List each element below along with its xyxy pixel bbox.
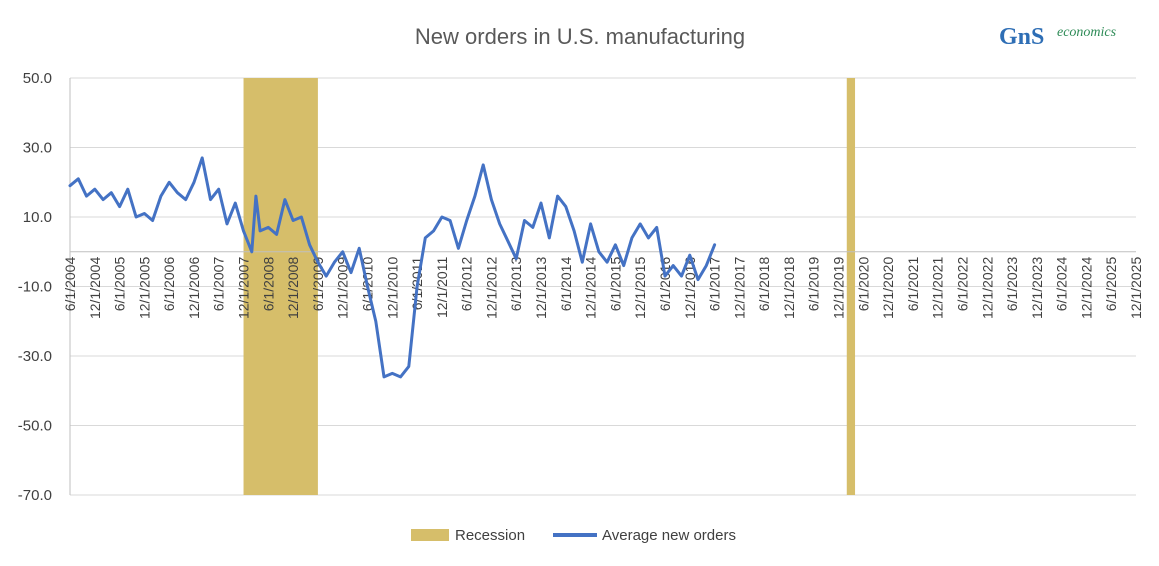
x-tick-label: 6/1/2007 — [211, 257, 227, 312]
x-tick-label: 6/1/2025 — [1103, 257, 1119, 312]
legend-label-average-new-orders: Average new orders — [602, 527, 736, 544]
series-line-average-new-orders — [68, 156, 717, 379]
x-tick-label: 12/1/2006 — [186, 257, 202, 319]
legend-label-recession: Recession — [455, 527, 525, 544]
legend-swatch-recession — [411, 529, 449, 541]
x-tick-label: 12/1/2016 — [682, 257, 698, 319]
x-tick-label: 12/1/2011 — [434, 257, 450, 318]
x-tick-label: 12/1/2012 — [483, 257, 499, 319]
y-tick-label: 30.0 — [23, 140, 52, 157]
x-tick-label: 6/1/2020 — [855, 257, 871, 312]
y-tick-label: -70.0 — [18, 487, 52, 504]
y-tick-label: 50.0 — [23, 70, 52, 87]
gs-economics-logo: GnS economics — [999, 24, 1117, 50]
x-axis-ticks: 6/1/2004 12/1/2004 6/1/2005 12/1/2005 6/1/20… — [62, 257, 1144, 320]
logo-text: economics — [1057, 25, 1117, 40]
chart-title: New orders in U.S. manufacturing — [415, 24, 745, 49]
y-tick-label: -50.0 — [18, 418, 52, 435]
x-tick-label: 12/1/2022 — [979, 257, 995, 319]
x-tick-label: 6/1/2008 — [260, 257, 276, 312]
x-tick-label: 12/1/2024 — [1078, 257, 1094, 319]
x-tick-label: 6/1/2012 — [459, 257, 475, 312]
x-tick-label: 12/1/2019 — [831, 257, 847, 319]
x-tick-label: 12/1/2021 — [930, 257, 946, 319]
y-tick-label: -30.0 — [18, 348, 52, 365]
x-tick-label: 6/1/2019 — [806, 257, 822, 312]
x-tick-label: 12/1/2014 — [583, 257, 599, 319]
series-lines — [68, 156, 717, 379]
x-tick-label: 6/1/2004 — [62, 257, 78, 312]
x-tick-label: 6/1/2016 — [657, 257, 673, 312]
x-tick-label: 6/1/2005 — [112, 257, 128, 312]
x-tick-label: 12/1/2013 — [533, 257, 549, 319]
x-tick-label: 6/1/2021 — [905, 257, 921, 312]
legend: Recession Average new orders — [411, 527, 736, 544]
x-tick-label: 12/1/2009 — [335, 257, 351, 319]
x-tick-label: 6/1/2014 — [558, 257, 574, 312]
x-tick-label: 6/1/2024 — [1054, 257, 1070, 312]
x-tick-label: 6/1/2022 — [954, 257, 970, 312]
x-tick-label: 12/1/2010 — [384, 257, 400, 319]
x-tick-label: 12/1/2018 — [781, 257, 797, 319]
logo-letters: GnS — [999, 24, 1044, 50]
x-tick-label: 12/1/2017 — [731, 257, 747, 319]
x-tick-label: 6/1/2006 — [161, 257, 177, 312]
x-tick-label: 12/1/2007 — [236, 257, 252, 319]
recession-band-0 — [243, 78, 318, 495]
x-tick-label: 6/1/2023 — [1004, 257, 1020, 312]
recession-bands — [243, 78, 856, 495]
x-tick-label: 12/1/2008 — [285, 257, 301, 319]
y-tick-label: -10.0 — [18, 279, 52, 296]
x-tick-label: 6/1/2018 — [756, 257, 772, 312]
y-tick-label: 10.0 — [23, 209, 52, 226]
x-tick-label: 12/1/2023 — [1029, 257, 1045, 319]
x-tick-label: 6/1/2015 — [607, 257, 623, 312]
x-tick-label: 12/1/2015 — [632, 257, 648, 319]
x-tick-label: 12/1/2004 — [87, 257, 103, 319]
axes — [69, 78, 1136, 495]
x-tick-label: 6/1/2017 — [707, 257, 723, 312]
y-axis-ticks: 50.0 30.0 10.0 -10.0 -30.0 -50.0 -70.0 — [18, 70, 52, 504]
recession-band-1 — [846, 78, 856, 495]
gridlines — [70, 77, 1136, 496]
x-tick-label: 6/1/2013 — [508, 257, 524, 312]
x-tick-label: 12/1/2020 — [880, 257, 896, 319]
x-tick-label: 12/1/2005 — [136, 257, 152, 319]
x-tick-label: 12/1/2025 — [1128, 257, 1144, 319]
